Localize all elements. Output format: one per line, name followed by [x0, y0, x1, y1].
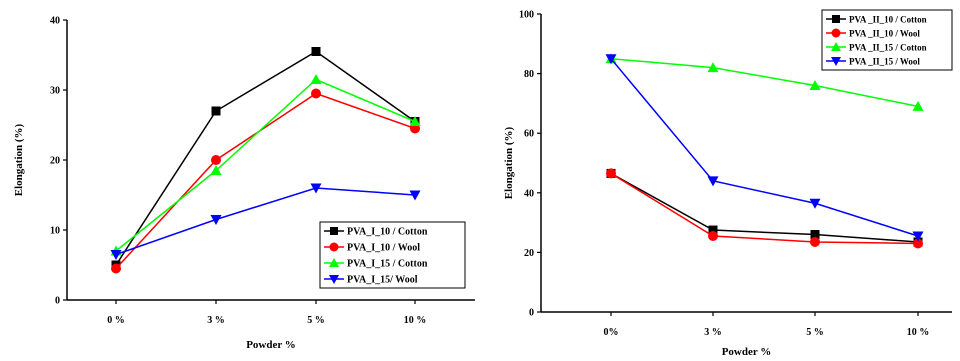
chart-2-series-2 [606, 168, 923, 249]
chart-2: 0 20 40 60 80 100 0% 3 % 5 % 10 % Powder % Elongati… [503, 9, 953, 358]
chart-1-x-tick-label: 5 % [307, 315, 325, 326]
chart-2-series-3-line [610, 57, 919, 108]
chart-2-x-tick-label: 0% [604, 327, 619, 338]
chart-2-series-2-point [810, 236, 820, 247]
chart-2-series-4-point [605, 54, 617, 65]
chart-1-series-4-point [310, 183, 322, 194]
chart-2-series-2-point [708, 231, 718, 242]
chart-2-legend-label: PVA _II_10 / Cotton [849, 15, 927, 25]
chart-1-legend-label: PVA_I_15/ Wool [347, 275, 418, 286]
chart-1-y-tick-label: 0 [55, 296, 60, 307]
chart-2-series-2-line [610, 172, 919, 245]
chart-1-x-tick-label: 3 % [207, 315, 225, 326]
chart-1-x-tick-label: 10 % [404, 315, 427, 326]
chart-2-legend-marker [831, 42, 841, 51]
chart-2-series-3-point [809, 80, 821, 91]
chart-1-series-3-point [310, 74, 322, 84]
chart-1-y-tick-label: 30 [50, 86, 60, 97]
chart-2-legend-marker [832, 15, 840, 23]
chart-2-y-tick-label: 100 [519, 10, 534, 21]
chart-2-series-1-line [610, 172, 919, 243]
chart-1-legend: PVA_I_10 / Cotton PVA_I_10 / Wool PVA_I_15… [319, 221, 466, 289]
chart-2-series-2-point [913, 238, 923, 249]
chart-2-series-4 [605, 54, 924, 242]
chart-1-legend-label: PVA_I_15 / Cotton [347, 259, 428, 270]
chart-1-series-1-point [211, 106, 221, 116]
chart-1-series-4-point [210, 215, 222, 225]
chart-2-legend-box [821, 9, 953, 71]
chart-1-legend-box [319, 221, 466, 289]
chart-1-y-axis-label: Elongation (%) [13, 123, 25, 196]
chart-2-y-axis-label: Elongation (%) [503, 126, 515, 199]
chart-2-legend: PVA _II_10 / Cotton PVA _II_10 / Wool PVA … [821, 9, 953, 71]
chart-1-legend-marker [330, 227, 338, 235]
chart-1-series-4-line [115, 187, 416, 256]
chart-2-y-tick-label: 0 [529, 308, 534, 319]
chart-1-x-axis-label: Powder % [246, 339, 296, 351]
chart-1-series-2-line [115, 92, 416, 270]
chart-2-x-tick-label: 5 % [806, 327, 824, 338]
chart-1-series-4 [110, 183, 421, 260]
chart-1-series-3-point [409, 116, 421, 126]
chart-1-legend-label: PVA_I_10 / Cotton [347, 227, 428, 238]
chart-2-series-4-line [610, 58, 919, 237]
chart-1-legend-label: PVA_I_10 / Wool [347, 243, 420, 254]
chart-1-y-tick-label: 10 [50, 226, 60, 237]
chart-2-series-4-point [809, 198, 821, 209]
chart-2-legend-label: PVA _II_15 / Cotton [849, 43, 927, 53]
chart-2-y-tick-label: 80 [524, 69, 534, 80]
chart-1-series-2-point [211, 155, 221, 165]
chart-2-y-tick-label: 60 [524, 129, 534, 140]
chart-1-series-4-point [110, 250, 122, 260]
chart-2-series-3 [605, 53, 924, 111]
chart-1: 0 10 20 30 40 0 % 3 % 5 % 10 % Powder % Elongation… [13, 16, 475, 351]
chart-1-series-1-line [115, 50, 416, 266]
chart-2-series-3-point [912, 100, 924, 111]
chart-2-x-axis-label: Powder % [722, 346, 772, 356]
chart-2-series-2-point [606, 168, 616, 179]
chart-1-series-3-line [115, 78, 416, 252]
chart-2-legend-label: PVA _II_15 / Wool [849, 57, 920, 67]
chart-1-legend-marker [329, 242, 339, 252]
chart-1-y-tick-label: 40 [50, 16, 60, 27]
chart-1-series-3-point [210, 165, 222, 175]
chart-1-series-2-point [311, 88, 321, 99]
chart-2-series-4-point [912, 231, 924, 242]
chart-1-legend-marker [329, 275, 339, 284]
chart-2-legend-marker [831, 28, 841, 38]
chart-2-y-tick-label: 40 [524, 188, 534, 199]
chart-2-series-1-point [810, 230, 820, 240]
chart-1-series-4-point [409, 190, 421, 201]
chart-2-legend-label: PVA _II_10 / Wool [849, 29, 920, 39]
chart-1-legend-marker [329, 258, 339, 267]
chart-1-series-1-point [311, 47, 321, 56]
chart-2-x-tick-label: 10 % [907, 327, 930, 338]
chart-2-y-tick-label: 20 [524, 248, 534, 259]
chart-1-y-tick-label: 20 [50, 156, 60, 167]
chart-2-series-1 [606, 168, 923, 247]
chart-2-legend-marker [831, 57, 841, 66]
chart-2-series-3-point [707, 62, 719, 73]
chart-2-series-4-point [707, 176, 719, 187]
chart-1-x-tick-label: 0 % [107, 315, 125, 326]
chart-2-series-1-point [708, 225, 718, 235]
chart-1-series-2-point [111, 263, 121, 274]
chart-2-x-tick-label: 3 % [704, 327, 722, 338]
